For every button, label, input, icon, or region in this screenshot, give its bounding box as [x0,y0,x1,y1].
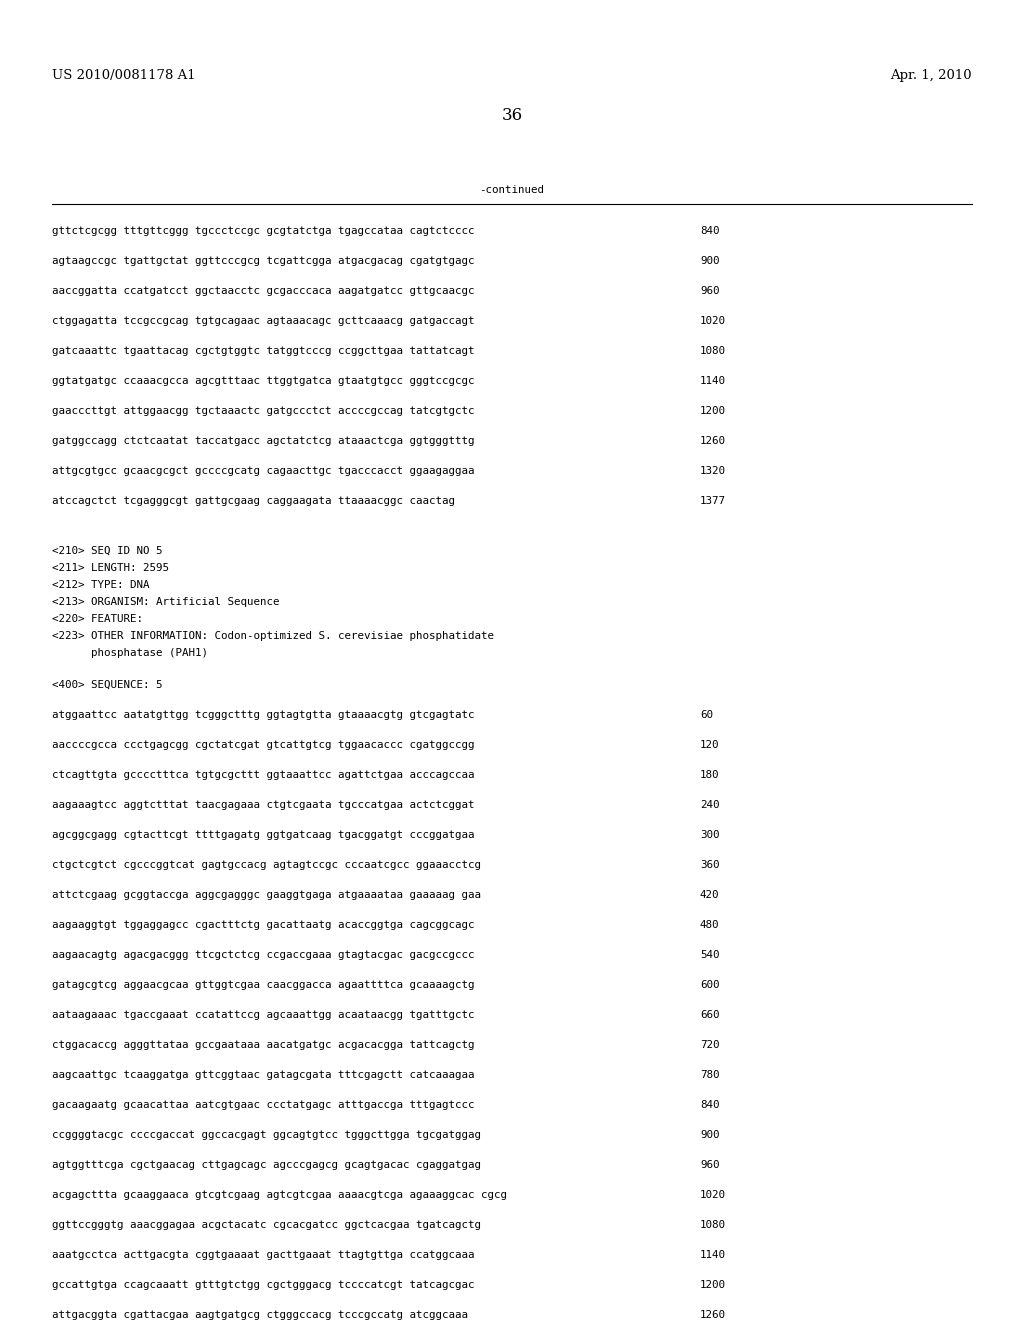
Text: 600: 600 [700,979,720,990]
Text: agcggcgagg cgtacttcgt ttttgagatg ggtgatcaag tgacggatgt cccggatgaa: agcggcgagg cgtacttcgt ttttgagatg ggtgatc… [52,830,474,840]
Text: attgacggta cgattacgaa aagtgatgcg ctgggccacg tcccgccatg atcggcaaa: attgacggta cgattacgaa aagtgatgcg ctgggcc… [52,1309,468,1320]
Text: 120: 120 [700,741,720,750]
Text: aaatgcctca acttgacgta cggtgaaaat gacttgaaat ttagtgttga ccatggcaaa: aaatgcctca acttgacgta cggtgaaaat gacttga… [52,1250,474,1261]
Text: 1020: 1020 [700,1191,726,1200]
Text: aaccggatta ccatgatcct ggctaacctc gcgacccaca aagatgatcc gttgcaacgc: aaccggatta ccatgatcct ggctaacctc gcgaccc… [52,286,474,296]
Text: 1080: 1080 [700,346,726,356]
Text: 60: 60 [700,710,713,719]
Text: 1140: 1140 [700,1250,726,1261]
Text: 300: 300 [700,830,720,840]
Text: agtggtttcga cgctgaacag cttgagcagc agcccgagcg gcagtgacac cgaggatgag: agtggtttcga cgctgaacag cttgagcagc agcccg… [52,1160,481,1170]
Text: 180: 180 [700,770,720,780]
Text: 1377: 1377 [700,496,726,506]
Text: ctgctcgtct cgcccggtcat gagtgccacg agtagtccgc cccaatcgcc ggaaacctcg: ctgctcgtct cgcccggtcat gagtgccacg agtagt… [52,861,481,870]
Text: 1080: 1080 [700,1220,726,1230]
Text: gatagcgtcg aggaacgcaa gttggtcgaa caacggacca agaattttca gcaaaagctg: gatagcgtcg aggaacgcaa gttggtcgaa caacgga… [52,979,474,990]
Text: 480: 480 [700,920,720,931]
Text: 240: 240 [700,800,720,810]
Text: atccagctct tcgagggcgt gattgcgaag caggaagata ttaaaacggc caactag: atccagctct tcgagggcgt gattgcgaag caggaag… [52,496,455,506]
Text: 1320: 1320 [700,466,726,477]
Text: aaccccgcca ccctgagcgg cgctatcgat gtcattgtcg tggaacaccc cgatggccgg: aaccccgcca ccctgagcgg cgctatcgat gtcattg… [52,741,474,750]
Text: acgagcttta gcaaggaaca gtcgtcgaag agtcgtcgaa aaaacgtcga agaaaggcac cgcg: acgagcttta gcaaggaaca gtcgtcgaag agtcgtc… [52,1191,507,1200]
Text: aataagaaac tgaccgaaat ccatattccg agcaaattgg acaataacgg tgatttgctc: aataagaaac tgaccgaaat ccatattccg agcaaat… [52,1010,474,1020]
Text: 840: 840 [700,226,720,236]
Text: 1260: 1260 [700,436,726,446]
Text: <210> SEQ ID NO 5: <210> SEQ ID NO 5 [52,546,163,556]
Text: ctggacaccg agggttataa gccgaataaa aacatgatgc acgacacgga tattcagctg: ctggacaccg agggttataa gccgaataaa aacatga… [52,1040,474,1049]
Text: 36: 36 [502,107,522,124]
Text: 780: 780 [700,1071,720,1080]
Text: 1140: 1140 [700,376,726,385]
Text: ggttccgggtg aaacggagaa acgctacatc cgcacgatcc ggctcacgaa tgatcagctg: ggttccgggtg aaacggagaa acgctacatc cgcacg… [52,1220,481,1230]
Text: attctcgaag gcggtaccga aggcgagggc gaaggtgaga atgaaaataa gaaaaag gaa: attctcgaag gcggtaccga aggcgagggc gaaggtg… [52,890,481,900]
Text: Apr. 1, 2010: Apr. 1, 2010 [891,69,972,82]
Text: gacaagaatg gcaacattaa aatcgtgaac ccctatgagc atttgaccga tttgagtccc: gacaagaatg gcaacattaa aatcgtgaac ccctatg… [52,1100,474,1110]
Text: gatcaaattc tgaattacag cgctgtggtc tatggtcccg ccggcttgaa tattatcagt: gatcaaattc tgaattacag cgctgtggtc tatggtc… [52,346,474,356]
Text: 900: 900 [700,1130,720,1140]
Text: 420: 420 [700,890,720,900]
Text: aagcaattgc tcaaggatga gttcggtaac gatagcgata tttcgagctt catcaaagaa: aagcaattgc tcaaggatga gttcggtaac gatagcg… [52,1071,474,1080]
Text: 720: 720 [700,1040,720,1049]
Text: -continued: -continued [479,185,545,195]
Text: ggtatgatgc ccaaacgcca agcgtttaac ttggtgatca gtaatgtgcc gggtccgcgc: ggtatgatgc ccaaacgcca agcgtttaac ttggtga… [52,376,474,385]
Text: <400> SEQUENCE: 5: <400> SEQUENCE: 5 [52,680,163,690]
Text: 540: 540 [700,950,720,960]
Text: phosphatase (PAH1): phosphatase (PAH1) [52,648,208,657]
Text: 840: 840 [700,1100,720,1110]
Text: atggaattcc aatatgttgg tcgggctttg ggtagtgtta gtaaaacgtg gtcgagtatc: atggaattcc aatatgttgg tcgggctttg ggtagtg… [52,710,474,719]
Text: 1200: 1200 [700,1280,726,1290]
Text: US 2010/0081178 A1: US 2010/0081178 A1 [52,69,196,82]
Text: 900: 900 [700,256,720,267]
Text: agtaagccgc tgattgctat ggttcccgcg tcgattcgga atgacgacag cgatgtgagc: agtaagccgc tgattgctat ggttcccgcg tcgattc… [52,256,474,267]
Text: ctcagttgta gcccctttca tgtgcgcttt ggtaaattcc agattctgaa acccagccaa: ctcagttgta gcccctttca tgtgcgcttt ggtaaat… [52,770,474,780]
Text: aagaaagtcc aggtctttat taacgagaaa ctgtcgaata tgcccatgaa actctcggat: aagaaagtcc aggtctttat taacgagaaa ctgtcga… [52,800,474,810]
Text: attgcgtgcc gcaacgcgct gccccgcatg cagaacttgc tgacccacct ggaagaggaa: attgcgtgcc gcaacgcgct gccccgcatg cagaact… [52,466,474,477]
Text: 960: 960 [700,286,720,296]
Text: aagaaggtgt tggaggagcc cgactttctg gacattaatg acaccggtga cagcggcagc: aagaaggtgt tggaggagcc cgactttctg gacatta… [52,920,474,931]
Text: 660: 660 [700,1010,720,1020]
Text: aagaacagtg agacgacggg ttcgctctcg ccgaccgaaa gtagtacgac gacgccgccc: aagaacagtg agacgacggg ttcgctctcg ccgaccg… [52,950,474,960]
Text: <211> LENGTH: 2595: <211> LENGTH: 2595 [52,564,169,573]
Text: gaacccttgt attggaacgg tgctaaactc gatgccctct accccgccag tatcgtgctc: gaacccttgt attggaacgg tgctaaactc gatgccc… [52,407,474,416]
Text: ccggggtacgc ccccgaccat ggccacgagt ggcagtgtcc tgggcttgga tgcgatggag: ccggggtacgc ccccgaccat ggccacgagt ggcagt… [52,1130,481,1140]
Text: <213> ORGANISM: Artificial Sequence: <213> ORGANISM: Artificial Sequence [52,597,280,607]
Text: <212> TYPE: DNA: <212> TYPE: DNA [52,579,150,590]
Text: 1020: 1020 [700,315,726,326]
Text: gccattgtga ccagcaaatt gtttgtctgg cgctgggacg tccccatcgt tatcagcgac: gccattgtga ccagcaaatt gtttgtctgg cgctggg… [52,1280,474,1290]
Text: ctggagatta tccgccgcag tgtgcagaac agtaaacagc gcttcaaacg gatgaccagt: ctggagatta tccgccgcag tgtgcagaac agtaaac… [52,315,474,326]
Text: 360: 360 [700,861,720,870]
Text: gttctcgcgg tttgttcggg tgccctccgc gcgtatctga tgagccataa cagtctcccc: gttctcgcgg tttgttcggg tgccctccgc gcgtatc… [52,226,474,236]
Text: 1260: 1260 [700,1309,726,1320]
Text: <223> OTHER INFORMATION: Codon-optimized S. cerevisiae phosphatidate: <223> OTHER INFORMATION: Codon-optimized… [52,631,494,642]
Text: 1200: 1200 [700,407,726,416]
Text: 960: 960 [700,1160,720,1170]
Text: gatggccagg ctctcaatat taccatgacc agctatctcg ataaactcga ggtgggtttg: gatggccagg ctctcaatat taccatgacc agctatc… [52,436,474,446]
Text: <220> FEATURE:: <220> FEATURE: [52,614,143,624]
